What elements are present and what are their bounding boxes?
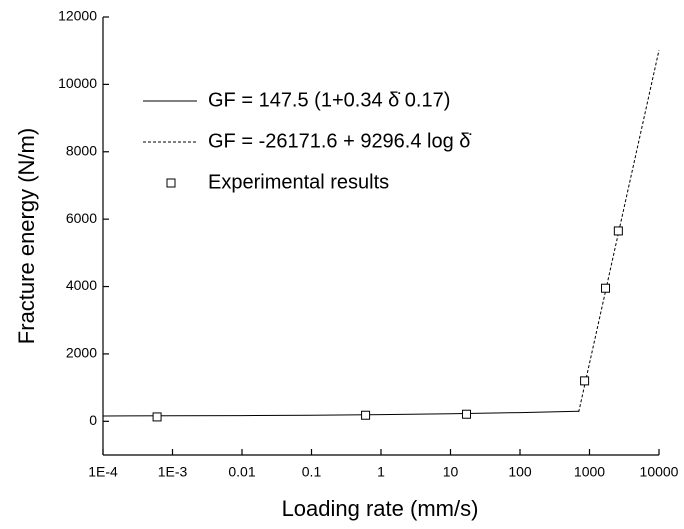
data-point <box>152 412 162 422</box>
x-tick-label: 1E-3 <box>158 464 188 480</box>
x-tick-label: 1 <box>377 464 385 480</box>
y-tick-label: 6000 <box>66 210 97 226</box>
legend-label: Experimental results <box>208 171 389 193</box>
x-tick-label: 100 <box>508 464 532 480</box>
legend-marker <box>166 178 176 188</box>
x-axis-label: Loading rate (mm/s) <box>282 496 479 521</box>
x-tick-label: 10000 <box>640 464 679 480</box>
legend-label: GF = -26171.6 + 9296.4 log δ̇ <box>208 130 471 152</box>
x-tick-label: 10 <box>443 464 459 480</box>
y-axis-label: Fracture energy (N/m) <box>14 128 39 344</box>
data-point <box>462 409 472 419</box>
line-series <box>102 410 579 417</box>
y-tick-label: 8000 <box>66 142 97 158</box>
x-tick-label: 0.1 <box>302 464 322 480</box>
data-point <box>613 226 623 236</box>
y-tick-label: 2000 <box>66 345 97 361</box>
x-tick-label: 1E-4 <box>88 464 118 480</box>
y-tick-label: 10000 <box>58 75 97 91</box>
x-tick-label: 0.01 <box>228 464 255 480</box>
legend-label: GF = 147.5 (1+0.34 δ̇ 0.17) <box>208 89 450 111</box>
y-tick-label: 4000 <box>66 277 97 293</box>
data-point <box>361 410 371 420</box>
data-point <box>580 376 590 386</box>
y-tick-label: 12000 <box>58 8 97 24</box>
y-tick-label: 0 <box>89 412 97 428</box>
data-point <box>601 283 611 293</box>
x-tick-label: 1000 <box>574 464 605 480</box>
